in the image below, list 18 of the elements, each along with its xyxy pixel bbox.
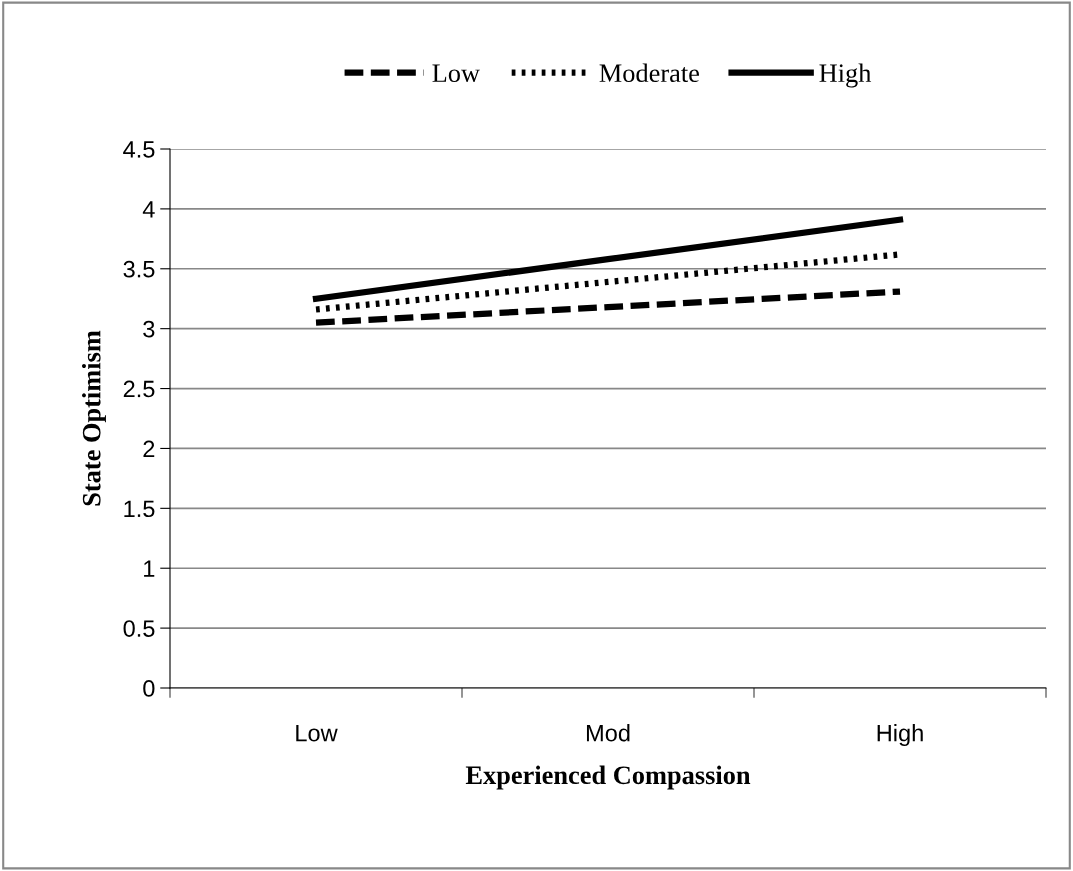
- legend-label: Low: [432, 64, 480, 83]
- x-tick-label: High: [877, 724, 923, 747]
- y-tick-label: 1: [144, 560, 155, 577]
- x-axis-title: Experienced Compassion: [465, 765, 751, 790]
- x-tick-label: Mod: [586, 724, 630, 742]
- y-tick-label: 3: [143, 320, 155, 338]
- y-tick-label: 0: [143, 680, 155, 697]
- y-tick-label: 3.5: [123, 260, 155, 278]
- y-axis-title: State Optimism: [82, 330, 106, 506]
- y-tick-label: 4.5: [123, 141, 155, 158]
- x-tick-label: Low: [296, 724, 338, 742]
- y-tick-label: 2: [143, 440, 155, 457]
- legend-label: High: [819, 63, 872, 88]
- legend-label: Moderate: [599, 63, 699, 83]
- y-tick-label: 4: [142, 201, 155, 218]
- y-tick-label: 0.5: [123, 620, 155, 637]
- y-tick-label: 1.5: [124, 500, 155, 518]
- y-tick-label: 2.5: [123, 380, 155, 398]
